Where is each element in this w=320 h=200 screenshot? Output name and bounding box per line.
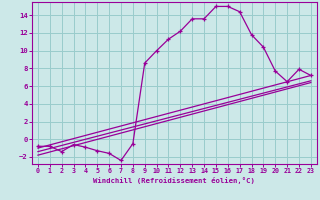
- X-axis label: Windchill (Refroidissement éolien,°C): Windchill (Refroidissement éolien,°C): [93, 177, 255, 184]
